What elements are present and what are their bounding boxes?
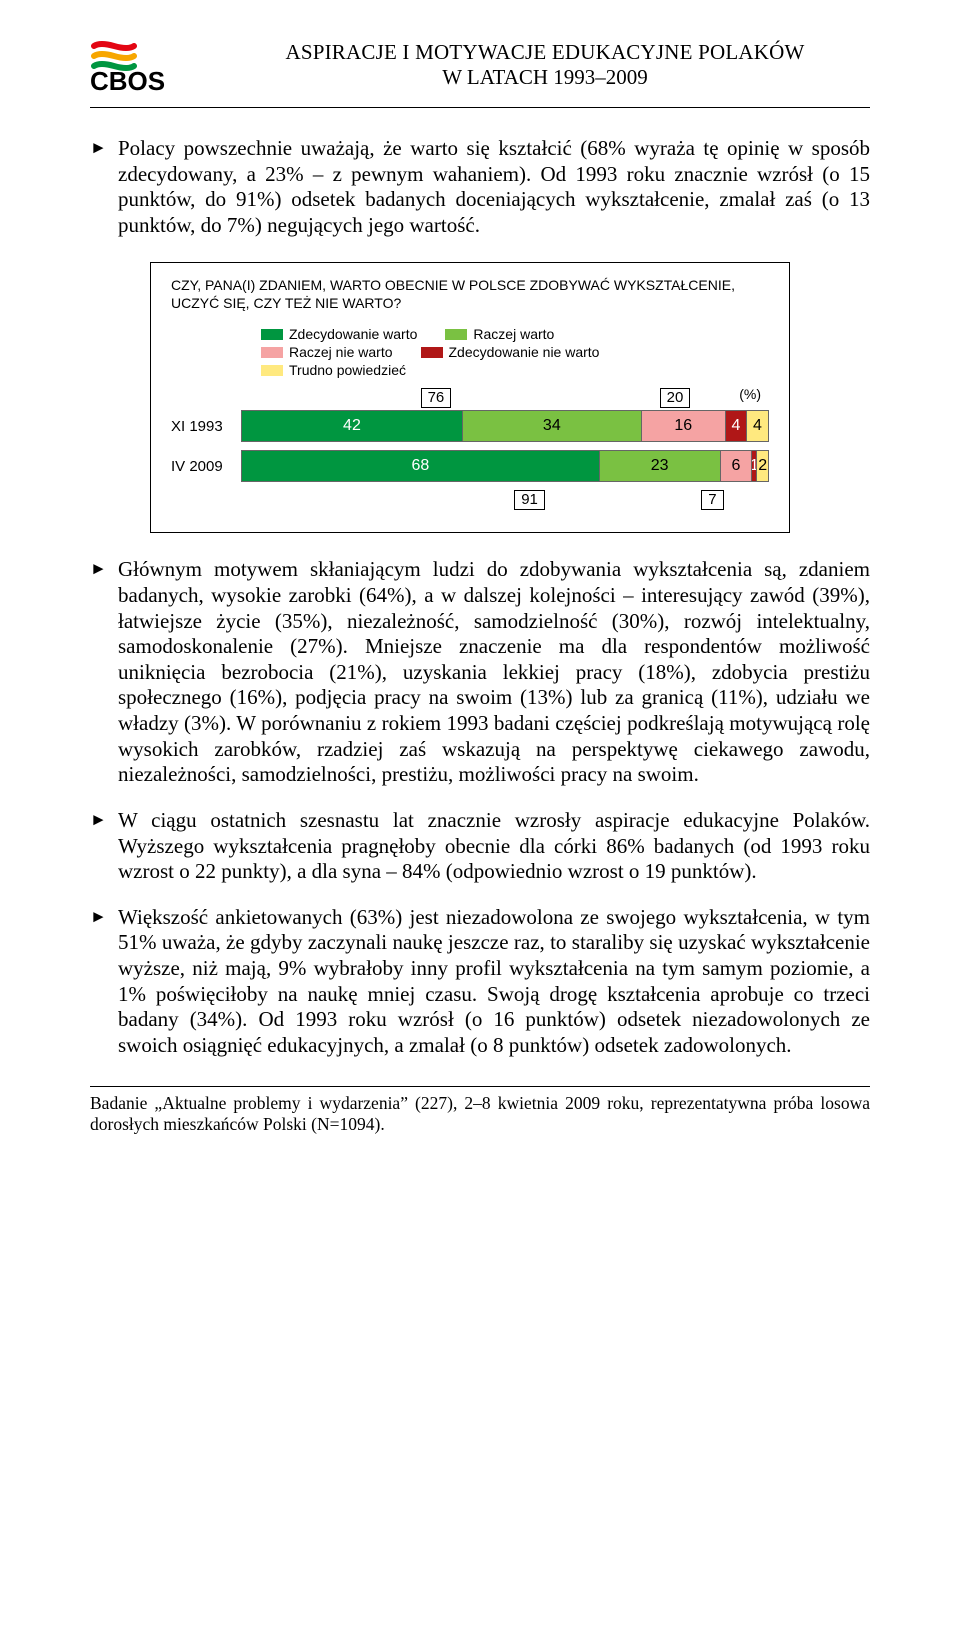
bar-segment: 4 <box>726 411 747 441</box>
callout: 91 <box>514 490 545 510</box>
cbos-logo: CBOS <box>90 40 210 101</box>
legend-item: Zdecydowanie nie warto <box>421 344 600 360</box>
page: CBOS ASPIRACJE I MOTYWACJE EDUKACYJNE PO… <box>0 0 960 1175</box>
header-subtitle: W LATACH 1993–2009 <box>220 65 870 90</box>
bar-segment: 2 <box>757 451 768 481</box>
bar-row: XI 1993 42341644 <box>171 410 769 442</box>
bar-segment: 34 <box>463 411 642 441</box>
bullet-item: W ciągu ostatnich szesnastu lat znacznie… <box>90 808 870 885</box>
bar-segment: 4 <box>747 411 768 441</box>
chart-question: CZY, PANA(I) ZDANIEM, WARTO OBECNIE W PO… <box>171 277 769 312</box>
bar-row: IV 2009 6823612 <box>171 450 769 482</box>
callout-row-top: 76 20 <box>241 388 769 408</box>
stacked-bar: 42341644 <box>241 410 769 442</box>
legend-label: Trudno powiedzieć <box>289 362 406 378</box>
legend-swatch <box>261 329 283 340</box>
bullet-list: Głównym motywem skłaniającym ludzi do zd… <box>90 557 870 1058</box>
legend-label: Raczej nie warto <box>289 344 393 360</box>
bar-segment: 16 <box>642 411 726 441</box>
legend-swatch <box>261 347 283 358</box>
legend-label: Raczej warto <box>473 326 554 342</box>
legend-label: Zdecydowanie nie warto <box>449 344 600 360</box>
chart-box: CZY, PANA(I) ZDANIEM, WARTO OBECNIE W PO… <box>150 262 790 533</box>
bar-label: IV 2009 <box>171 458 241 475</box>
callout: 76 <box>421 388 452 408</box>
header-title: ASPIRACJE I MOTYWACJE EDUKACYJNE POLAKÓW <box>220 40 870 65</box>
legend-swatch <box>261 365 283 376</box>
legend-swatch <box>421 347 443 358</box>
legend-item: Zdecydowanie warto <box>261 326 417 342</box>
legend-item: Raczej nie warto <box>261 344 393 360</box>
bar-segment: 42 <box>242 411 463 441</box>
bullet-item: Polacy powszechnie uważają, że warto się… <box>90 136 870 238</box>
callout: 20 <box>660 388 691 408</box>
bullet-list: Polacy powszechnie uważają, że warto się… <box>90 136 870 238</box>
bars-area: (%) 76 20 XI 1993 42341644 IV 2009 68236… <box>171 388 769 510</box>
legend-swatch <box>445 329 467 340</box>
footer-rule: Badanie „Aktualne problemy i wydarzenia”… <box>90 1086 870 1134</box>
bar-segment: 68 <box>242 451 600 481</box>
legend-item: Trudno powiedzieć <box>261 362 406 378</box>
bar-segment: 23 <box>600 451 721 481</box>
pct-unit: (%) <box>739 386 761 402</box>
footer-text: Badanie „Aktualne problemy i wydarzenia”… <box>90 1093 870 1134</box>
bullet-item: Głównym motywem skłaniającym ludzi do zd… <box>90 557 870 787</box>
header-titles: ASPIRACJE I MOTYWACJE EDUKACYJNE POLAKÓW… <box>220 40 870 90</box>
callout-row-bottom: 91 7 <box>241 490 769 510</box>
legend-label: Zdecydowanie warto <box>289 326 417 342</box>
stacked-bar: 6823612 <box>241 450 769 482</box>
bar-segment: 6 <box>721 451 753 481</box>
page-header: CBOS ASPIRACJE I MOTYWACJE EDUKACYJNE PO… <box>90 40 870 108</box>
svg-text:CBOS: CBOS <box>90 66 165 96</box>
bar-label: XI 1993 <box>171 418 241 435</box>
bullet-item: Większość ankietowanych (63%) jest nieza… <box>90 905 870 1059</box>
callout: 7 <box>701 490 723 510</box>
chart-legend: Zdecydowanie warto Raczej warto Raczej n… <box>261 326 769 378</box>
legend-item: Raczej warto <box>445 326 554 342</box>
